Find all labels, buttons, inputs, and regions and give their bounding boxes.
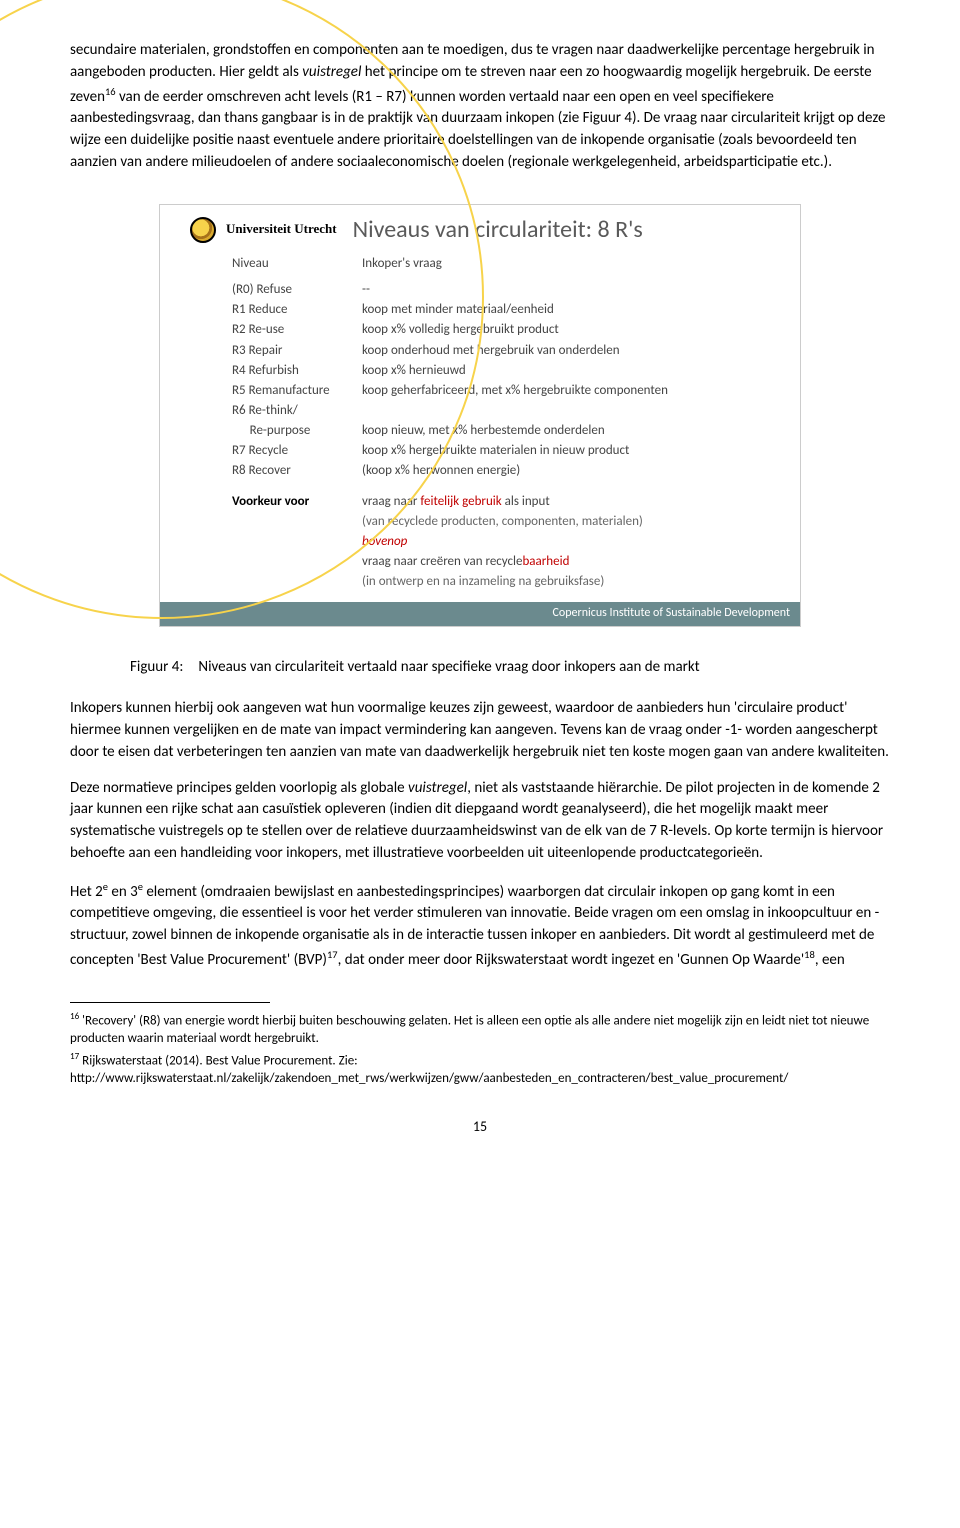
- pref-text: (van recyclede producten, componenten, m…: [362, 512, 800, 532]
- text-red: baarheid: [522, 554, 569, 569]
- uu-logo-icon: [190, 217, 216, 243]
- cell: (R0) Refuse: [232, 280, 362, 300]
- footnote-text: Rijkswaterstaat (2014). Best Value Procu…: [79, 1053, 357, 1068]
- text: Het 2: [70, 883, 103, 901]
- cell: --: [362, 280, 800, 300]
- text: vraag naar creëren van recycle: [362, 554, 522, 569]
- pref-label: Voorkeur voor: [232, 492, 362, 512]
- text: Deze normatieve principes gelden voorlop…: [70, 779, 408, 797]
- table-row: R3 Repairkoop onderhoud met hergebruik v…: [232, 341, 800, 361]
- pref-text: bovenop: [362, 532, 800, 552]
- text: als input: [502, 494, 550, 509]
- table-row: R8 Recover(koop x% herwonnen energie): [232, 461, 800, 481]
- cell: R8 Recover: [232, 461, 362, 481]
- table-row: R1 Reducekoop met minder materiaal/eenhe…: [232, 300, 800, 320]
- paragraph-3: Deze normatieve principes gelden voorlop…: [70, 778, 890, 865]
- footnote-url: http://www.rijkswaterstaat.nl/zakelijk/z…: [70, 1071, 788, 1086]
- table-row: R6 Re-think/: [232, 401, 800, 421]
- paragraph-1: secundaire materialen, grondstoffen en c…: [70, 40, 890, 174]
- footnote-16: 16 'Recovery' (R8) van energie wordt hie…: [70, 1011, 890, 1047]
- text-red: feitelijk gebruik: [420, 494, 501, 509]
- figure-caption: Figuur 4: Niveaus van circulariteit vert…: [130, 657, 890, 679]
- table-row: (R0) Refuse--: [232, 280, 800, 300]
- figure-footer: Copernicus Institute of Sustainable Deve…: [160, 602, 800, 625]
- cell: R4 Refurbish: [232, 361, 362, 381]
- col-header: Inkoper's vraag: [362, 255, 442, 274]
- pref-text: vraag naar creëren van recyclebaarheid: [362, 552, 800, 572]
- figure-preference: Voorkeur voor vraag naar feitelijk gebru…: [160, 482, 800, 603]
- cell: koop onderhoud met hergebruik van onderd…: [362, 341, 800, 361]
- page: secundaire materialen, grondstoffen en c…: [0, 0, 960, 1178]
- paragraph-2: Inkopers kunnen hierbij ook aangeven wat…: [70, 698, 890, 763]
- cell: [362, 401, 800, 421]
- cell: koop nieuw, met x% herbestemde onderdele…: [362, 421, 800, 441]
- footnote-ref: 16: [105, 85, 116, 98]
- cell: R6 Re-think/: [232, 401, 362, 421]
- text: van de eerder omschreven acht levels (R1…: [70, 88, 885, 171]
- text: , een: [815, 951, 845, 969]
- page-number: 15: [70, 1117, 890, 1137]
- text-italic: vuistregel: [408, 779, 467, 797]
- cell: Re-purpose: [232, 421, 362, 441]
- cell: (koop x% herwonnen energie): [362, 461, 800, 481]
- cell: koop x% hernieuwd: [362, 361, 800, 381]
- figure-title: Niveaus van circulariteit: 8 R's: [353, 213, 643, 248]
- figure-inner: Universiteit Utrecht Niveaus van circula…: [160, 205, 800, 626]
- cell: koop x% volledig hergebruikt product: [362, 320, 800, 340]
- cell: R1 Reduce: [232, 300, 362, 320]
- cell: R2 Re-use: [232, 320, 362, 340]
- paragraph-4: Het 2e en 3e element (omdraaien bewijsla…: [70, 879, 890, 972]
- figure-header: Universiteit Utrecht Niveaus van circula…: [160, 205, 800, 254]
- figure-4: Universiteit Utrecht Niveaus van circula…: [159, 204, 801, 627]
- uu-text: Universiteit Utrecht: [226, 220, 337, 239]
- footnote-num: 16: [70, 1011, 79, 1022]
- table-row: R5 Remanufacturekoop geherfabriceerd, me…: [232, 381, 800, 401]
- text: , dat onder meer door Rijkswaterstaat wo…: [338, 951, 805, 969]
- cell: koop x% hergebruikte materialen in nieuw…: [362, 441, 800, 461]
- table-row: R2 Re-usekoop x% volledig hergebruikt pr…: [232, 320, 800, 340]
- figure-rows: (R0) Refuse-- R1 Reducekoop met minder m…: [160, 280, 800, 481]
- cell: R7 Recycle: [232, 441, 362, 461]
- figure-subheader: Niveau Inkoper's vraag: [160, 253, 800, 280]
- footnote-17: 17 Rijkswaterstaat (2014). Best Value Pr…: [70, 1051, 890, 1087]
- text-italic: vuistregel: [302, 63, 361, 81]
- cell: R5 Remanufacture: [232, 381, 362, 401]
- cell: R3 Repair: [232, 341, 362, 361]
- table-row: R4 Refurbishkoop x% hernieuwd: [232, 361, 800, 381]
- pref-text: (in ontwerp en na inzameling na gebruiks…: [362, 572, 800, 592]
- footnote-separator: [70, 1002, 270, 1003]
- footnotes: 16 'Recovery' (R8) van energie wordt hie…: [70, 1011, 890, 1088]
- footnote-ref: 18: [804, 948, 815, 961]
- col-header: Niveau: [232, 255, 362, 274]
- text: en 3: [108, 883, 138, 901]
- footnote-num: 17: [70, 1051, 79, 1062]
- footnote-text: 'Recovery' (R8) van energie wordt hierbi…: [70, 1013, 869, 1046]
- cell: koop geherfabriceerd, met x% hergebruikt…: [362, 381, 800, 401]
- pref-text: vraag naar feitelijk gebruik als input: [362, 492, 800, 512]
- cell: koop met minder materiaal/eenheid: [362, 300, 800, 320]
- text: vraag naar: [362, 494, 420, 509]
- table-row: R7 Recyclekoop x% hergebruikte materiale…: [232, 441, 800, 461]
- table-row: Re-purposekoop nieuw, met x% herbestemde…: [232, 421, 800, 441]
- footnote-ref: 17: [327, 948, 338, 961]
